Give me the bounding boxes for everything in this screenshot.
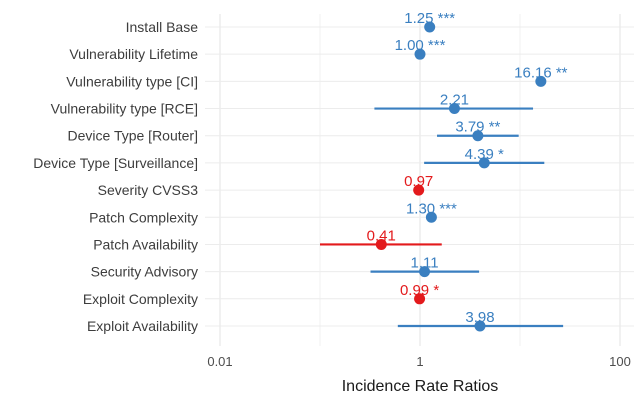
estimate-label: 1.11 — [410, 255, 438, 272]
y-axis-labels: Install Base Vulnerability Lifetime Vulner… — [33, 19, 198, 334]
x-tick-label: 1 — [416, 354, 423, 369]
row-label: Vulnerability Lifetime — [69, 46, 198, 62]
estimate-label: 1.25 *** — [404, 10, 455, 27]
row-label: Install Base — [126, 19, 199, 35]
row-label: Device Type [Surveillance] — [33, 155, 198, 171]
estimate-point — [375, 238, 387, 250]
row-label: Exploit Complexity — [83, 291, 198, 307]
estimate-point — [474, 320, 486, 332]
estimate-label: 0.41 — [367, 227, 396, 244]
row-label: Vulnerability type [RCE] — [51, 101, 198, 117]
estimate-point — [425, 211, 437, 223]
row-label: Exploit Availability — [87, 318, 198, 334]
estimate-label: 0.99 * — [400, 282, 439, 299]
row-label: Security Advisory — [91, 264, 198, 280]
estimate-label: 3.79 ** — [455, 119, 500, 136]
x-tick-label: 100 — [609, 354, 631, 369]
estimate-label: 3.98 — [465, 309, 494, 326]
estimate-point — [424, 21, 436, 33]
estimate-label: 2.21 — [440, 92, 469, 109]
estimate-label: 16.16 ** — [514, 64, 568, 81]
row-label: Severity CVSS3 — [98, 182, 199, 198]
estimate-point — [535, 75, 547, 87]
row-label: Device Type [Router] — [68, 128, 198, 144]
x-axis-title: Incidence Rate Ratios — [342, 378, 499, 395]
estimate-point — [478, 157, 490, 169]
estimate-point — [414, 48, 426, 60]
estimate-label: 1.00 *** — [395, 37, 446, 54]
estimate-point — [472, 130, 484, 142]
estimate-label: 1.30 *** — [406, 200, 457, 217]
estimate-point — [414, 293, 426, 305]
estimate-point — [419, 266, 431, 278]
row-label: Patch Availability — [93, 236, 198, 252]
estimate-label: 4.39 * — [465, 146, 504, 163]
estimate-point — [413, 184, 425, 196]
row-label: Patch Complexity — [89, 209, 198, 225]
estimates: 1.25 *** 1.00 *** 16.16 ** 2.21 3.79 ** 4.39 … — [320, 10, 568, 332]
x-tick-label: 0.01 — [207, 354, 232, 369]
x-axis-ticks: 0.01 1 100 — [207, 354, 631, 369]
row-label: Vulnerability type [CI] — [66, 73, 198, 89]
estimate-point — [448, 103, 460, 115]
estimate-label: 0.97 — [404, 173, 433, 190]
